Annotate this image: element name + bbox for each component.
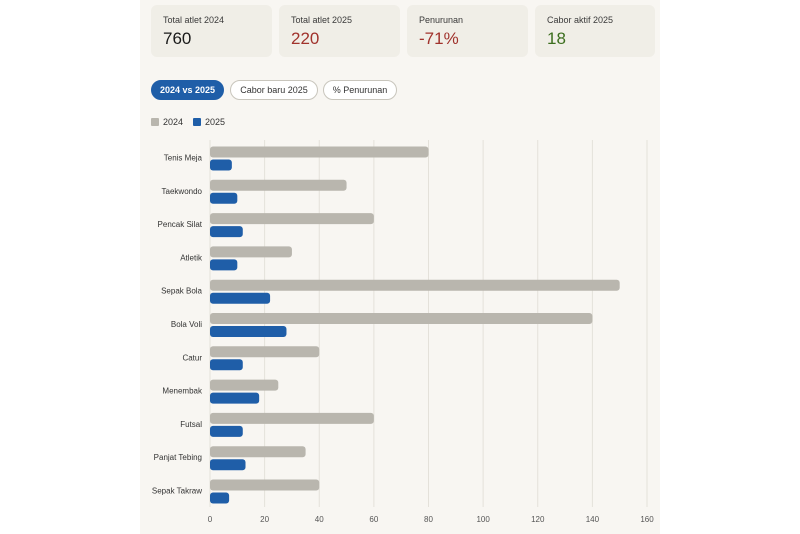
bar-2025 xyxy=(210,492,230,504)
x-tick-label: 60 xyxy=(369,515,378,524)
bar-2025 xyxy=(210,292,271,304)
stat-label: Total atlet 2025 xyxy=(291,15,353,25)
category-label: Sepak Bola xyxy=(161,287,202,296)
x-tick-label: 120 xyxy=(531,515,545,524)
category-label: Sepak Takraw xyxy=(152,487,202,496)
stat-label: Penurunan xyxy=(419,15,464,25)
category-label: Menembak xyxy=(162,387,203,396)
x-tick-label: 100 xyxy=(476,515,490,524)
stat-label: Cabor aktif 2025 xyxy=(547,15,614,25)
tab-cabor-baru-2025[interactable]: Cabor baru 2025 xyxy=(230,80,318,100)
x-tick-label: 140 xyxy=(586,515,600,524)
bar-2025 xyxy=(210,159,232,171)
category-label: Tenis Meja xyxy=(164,154,203,163)
legend-item-2025: 2025 xyxy=(193,117,225,127)
stat-card-penurunan: Penurunan -71% xyxy=(407,5,528,57)
bar-2025 xyxy=(210,259,238,271)
category-label: Taekwondo xyxy=(162,187,203,196)
bar-2025 xyxy=(210,226,243,238)
bar-2024 xyxy=(210,346,320,358)
bar-2024 xyxy=(210,213,374,225)
bar-2025 xyxy=(210,425,243,437)
x-tick-label: 160 xyxy=(640,515,654,524)
bar-2024 xyxy=(210,246,292,258)
legend-label-2024: 2024 xyxy=(163,117,184,127)
x-tick-label: 80 xyxy=(424,515,433,524)
category-label: Panjat Tebing xyxy=(154,453,202,462)
bar-2024 xyxy=(210,412,374,424)
chart-legend: 2024 2025 xyxy=(151,116,235,128)
stat-value: 18 xyxy=(547,29,566,48)
bar-2024 xyxy=(210,146,429,158)
legend-swatch-2024 xyxy=(151,118,159,126)
legend-item-2024: 2024 xyxy=(151,117,183,127)
bar-2024 xyxy=(210,379,279,391)
x-tick-label: 40 xyxy=(315,515,324,524)
bar-2024 xyxy=(210,313,593,324)
category-label: Pencak Silat xyxy=(158,220,203,229)
x-tick-label: 20 xyxy=(260,515,269,524)
legend-swatch-2025 xyxy=(193,118,202,126)
category-label: Atletik xyxy=(180,253,203,262)
tab-2024-vs-2025[interactable]: 2024 vs 2025 xyxy=(151,80,224,100)
stat-card-total-2024: Total atlet 2024 760 xyxy=(151,5,272,57)
bar-2025 xyxy=(210,459,246,471)
legend-label-2025: 2025 xyxy=(205,117,226,127)
bar-2024 xyxy=(210,179,347,191)
category-label: Bola Voli xyxy=(171,320,202,329)
x-tick-label: 0 xyxy=(208,515,213,524)
stat-card-total-2025: Total atlet 2025 220 xyxy=(279,5,400,57)
bar-2025 xyxy=(210,392,260,404)
category-label: Catur xyxy=(182,353,202,362)
stat-label: Total atlet 2024 xyxy=(163,15,225,25)
bar-2025 xyxy=(210,192,238,204)
bar-2025 xyxy=(210,326,287,337)
bar-2024 xyxy=(210,446,306,458)
category-label: Futsal xyxy=(180,420,202,429)
tab-persen-penurunan[interactable]: % Penurunan xyxy=(323,80,397,100)
bar-2024 xyxy=(210,479,320,491)
stat-value: -71% xyxy=(419,29,459,48)
stat-value: 220 xyxy=(291,29,320,48)
bar-2024 xyxy=(210,279,620,291)
stat-value: 760 xyxy=(163,29,192,48)
bar-2025 xyxy=(210,359,243,371)
stat-card-cabor-aktif: Cabor aktif 2025 18 xyxy=(535,5,655,57)
